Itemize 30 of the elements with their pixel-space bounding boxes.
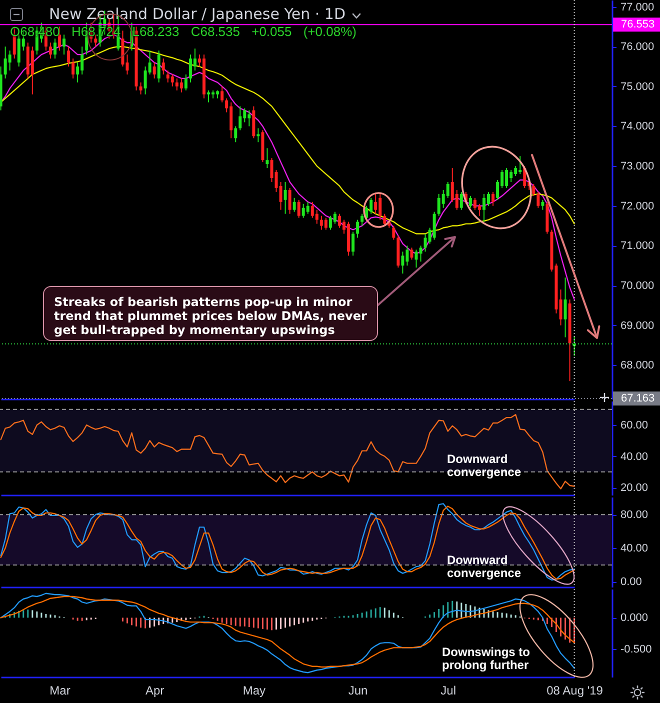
y-tick-label: 40.00 xyxy=(620,450,648,463)
x-tick-label: Mar xyxy=(50,684,70,698)
y-tick-label: 0.000 xyxy=(620,612,648,624)
x-tick-label: Jun xyxy=(348,684,368,698)
x-tick-label: 08 Aug '19 xyxy=(546,684,604,698)
y-tick-label: 80.00 xyxy=(620,509,648,522)
y-tick-label: 40.00 xyxy=(620,542,648,555)
x-tick-label: Apr xyxy=(145,684,164,698)
y-tick-label: 70.000 xyxy=(620,280,654,292)
y-tick-label: 76.000 xyxy=(620,41,654,54)
y-tick-label: 74.000 xyxy=(620,120,654,133)
x-tick-label: Jul xyxy=(440,684,456,698)
ref-line-label: 67.163 xyxy=(621,392,655,404)
annotation: Downward convergence xyxy=(447,452,522,479)
y-tick-label: 68.000 xyxy=(620,360,654,372)
y-tick-label: 60.00 xyxy=(620,420,648,432)
y-tick-label: 69.000 xyxy=(620,320,654,332)
y-tick-label: 77.000 xyxy=(620,1,654,14)
annotation: Streaks of bearish patterns pop-up in minor trend that plummet prices below DMAs, never get bull-trapped by momentary upswings xyxy=(43,286,378,341)
y-tick-label: 20.00 xyxy=(620,482,648,494)
x-tick-label: May xyxy=(242,684,266,698)
y-tick-label: 73.000 xyxy=(620,160,654,173)
ref-line-label: 76.553 xyxy=(621,18,655,31)
y-tick-label: 75.000 xyxy=(620,80,654,93)
y-tick-label: -0.500 xyxy=(620,643,652,656)
y-tick-label: 71.000 xyxy=(620,240,654,252)
annotation: Downward convergence xyxy=(447,553,522,580)
y-tick-label: 72.000 xyxy=(620,200,654,212)
y-tick-label: 0.00 xyxy=(620,576,642,588)
annotation: Downswings to prolong further xyxy=(442,645,531,672)
